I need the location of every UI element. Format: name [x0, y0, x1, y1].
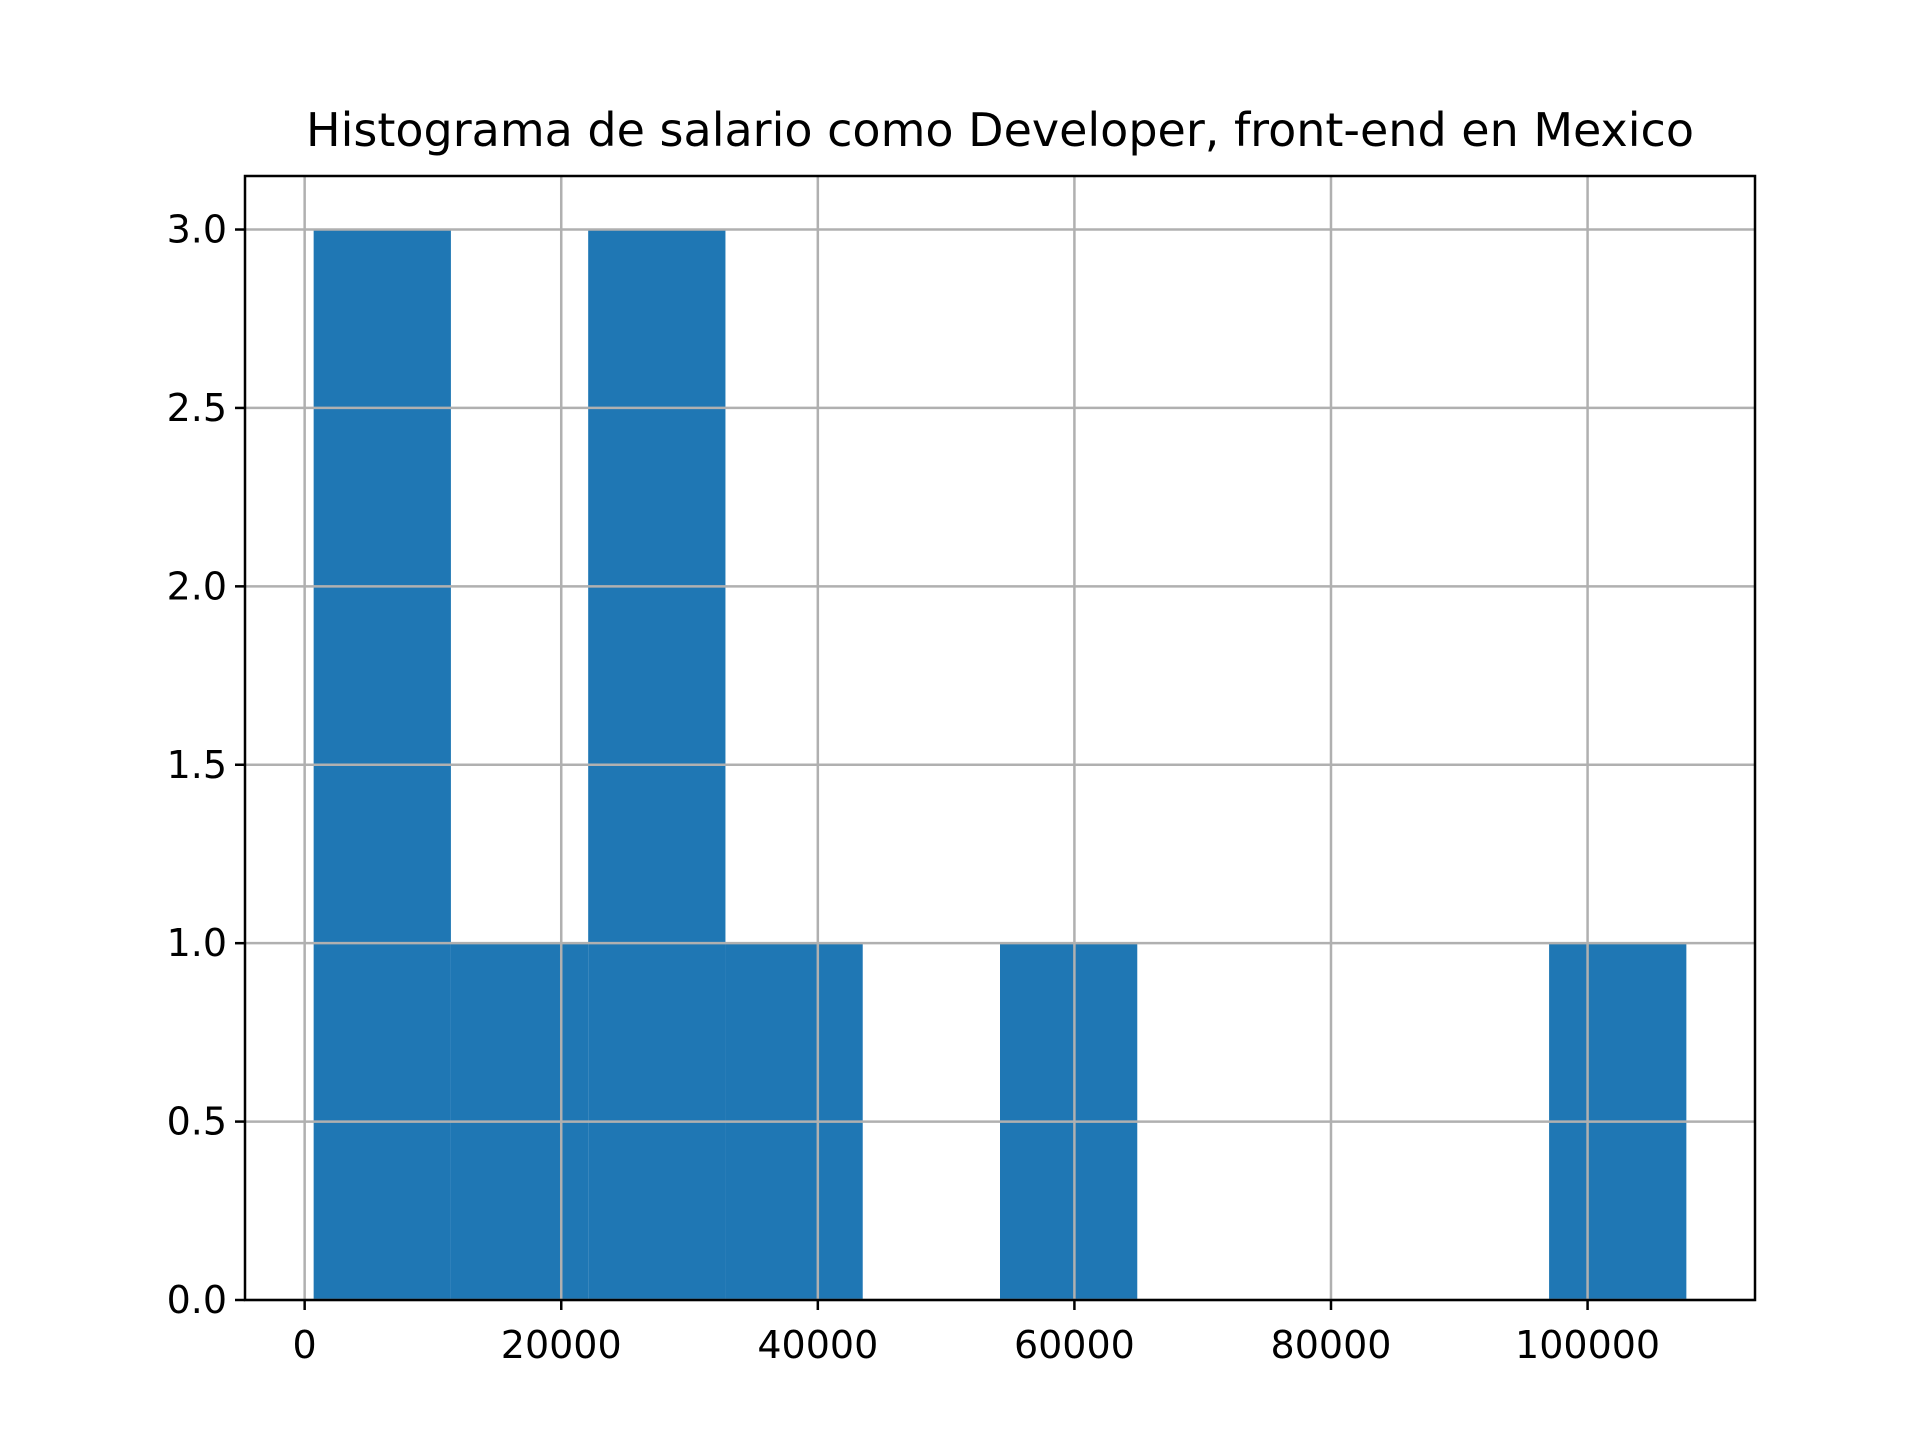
plot-frame [243, 174, 1757, 1302]
y-tick-label: 0.0 [167, 1278, 227, 1322]
y-tick-label: 0.5 [167, 1100, 227, 1144]
x-tick-label: 40000 [757, 1323, 878, 1367]
x-tick-label: 100000 [1515, 1323, 1660, 1367]
y-tick-label: 2.5 [167, 386, 227, 430]
x-tick-label: 80000 [1271, 1323, 1392, 1367]
x-tick-label: 20000 [501, 1323, 622, 1367]
y-tick-label: 1.0 [167, 921, 227, 965]
chart-title: Histograma de salario como Developer, fr… [306, 103, 1694, 157]
x-tick-label: 0 [293, 1323, 317, 1367]
y-tick-label: 2.0 [167, 564, 227, 608]
y-tick-label: 3.0 [167, 208, 227, 252]
x-tick-label: 60000 [1014, 1323, 1135, 1367]
y-tick-label: 1.5 [167, 743, 227, 787]
ticks-layer: 0 20000 40000 60000 80000 100000 0.0 0.5 1.0 1.5 2… [167, 208, 1661, 1367]
